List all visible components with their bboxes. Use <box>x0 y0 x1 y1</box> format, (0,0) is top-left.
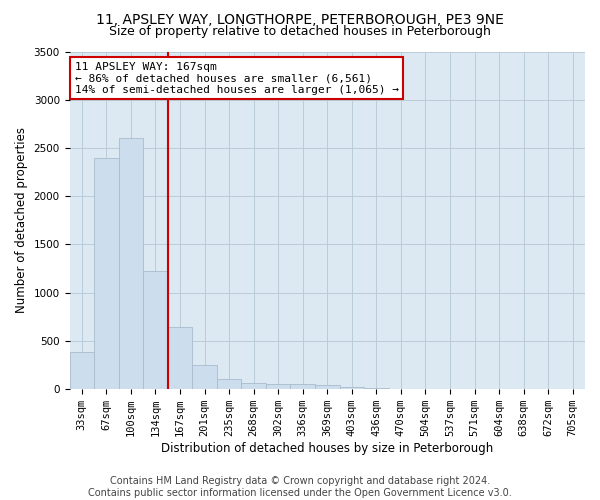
Bar <box>143 270 168 389</box>
Bar <box>70 352 94 389</box>
Bar <box>290 384 315 389</box>
Bar <box>217 378 241 389</box>
Bar <box>94 158 119 389</box>
Text: Contains HM Land Registry data © Crown copyright and database right 2024.
Contai: Contains HM Land Registry data © Crown c… <box>88 476 512 498</box>
Text: Size of property relative to detached houses in Peterborough: Size of property relative to detached ho… <box>109 25 491 38</box>
Bar <box>340 388 364 389</box>
Bar <box>315 386 340 389</box>
Bar <box>119 138 143 389</box>
X-axis label: Distribution of detached houses by size in Peterborough: Distribution of detached houses by size … <box>161 442 493 455</box>
Bar <box>192 365 217 389</box>
Text: 11 APSLEY WAY: 167sqm
← 86% of detached houses are smaller (6,561)
14% of semi-d: 11 APSLEY WAY: 167sqm ← 86% of detached … <box>74 62 398 95</box>
Y-axis label: Number of detached properties: Number of detached properties <box>15 128 28 314</box>
Bar <box>168 326 192 389</box>
Bar <box>241 383 266 389</box>
Bar <box>266 384 290 389</box>
Text: 11, APSLEY WAY, LONGTHORPE, PETERBOROUGH, PE3 9NE: 11, APSLEY WAY, LONGTHORPE, PETERBOROUGH… <box>96 12 504 26</box>
Bar <box>364 388 389 389</box>
